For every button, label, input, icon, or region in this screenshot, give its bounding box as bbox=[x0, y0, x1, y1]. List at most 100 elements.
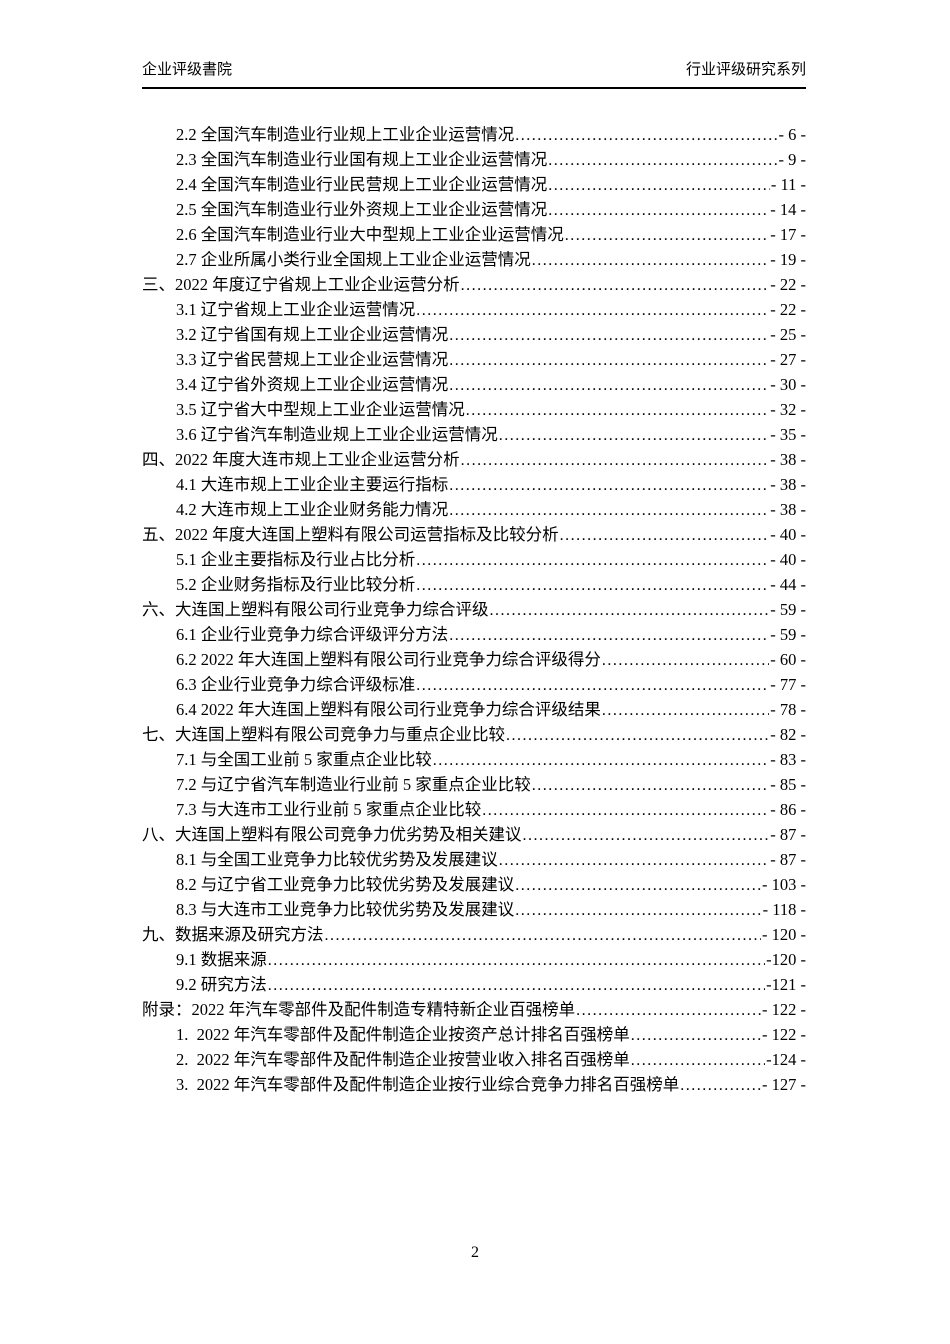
toc-leader-dots bbox=[416, 572, 769, 598]
toc-leader-dots bbox=[449, 347, 769, 373]
toc-leader-dots bbox=[449, 372, 769, 398]
toc-entry-page: - 35 - bbox=[770, 425, 806, 444]
toc-entry: 3.4 辽宁省外资规上工业企业运营情况 - 30 - bbox=[142, 372, 806, 397]
header-right-text: 行业评级研究系列 bbox=[685, 62, 806, 78]
toc-leader-dots bbox=[515, 122, 777, 148]
toc-entry-page: - 38 - bbox=[770, 475, 806, 494]
toc-entry: 6.4 2022 年大连国上塑料有限公司行业竞争力综合评级结果 - 78 - bbox=[142, 697, 806, 722]
toc-leader-dots bbox=[449, 497, 769, 523]
toc-entry-page: - 9 - bbox=[778, 150, 807, 169]
toc-leader-dots bbox=[602, 647, 769, 673]
toc-entry-page: - 127 - bbox=[762, 1075, 806, 1094]
toc-leader-dots bbox=[482, 797, 769, 823]
toc-entry-page: - 59 - bbox=[770, 600, 806, 619]
toc-entry-title: 3.5 辽宁省大中型规上工业企业运营情况 bbox=[176, 400, 465, 419]
toc-leader-dots bbox=[433, 747, 770, 773]
toc-entry-page: - 27 - bbox=[770, 350, 806, 369]
toc-entry-title: 5.2 企业财务指标及行业比较分析 bbox=[176, 575, 416, 594]
toc-entry: 8.1 与全国工业竞争力比较优劣势及发展建议 - 87 - bbox=[142, 847, 806, 872]
toc-entry-page: - 30 - bbox=[770, 375, 806, 394]
toc-entry-title: 4.1 大连市规上工业企业主要运行指标 bbox=[176, 475, 449, 494]
toc-entry: 6.1 企业行业竞争力综合评级评分方法 - 59 - bbox=[142, 622, 806, 647]
toc-entry-page: - 122 - bbox=[762, 1000, 806, 1019]
toc-entry-page: - 83 - bbox=[770, 750, 806, 769]
toc-entry-title: 七、大连国上塑料有限公司竞争力与重点企业比较 bbox=[142, 725, 505, 744]
toc-entry-title: 3.3 辽宁省民营规上工业企业运营情况 bbox=[176, 350, 449, 369]
toc-entry-page: - 32 - bbox=[770, 400, 806, 419]
toc-entry-title: 8.2 与辽宁省工业竞争力比较优劣势及发展建议 bbox=[176, 875, 515, 894]
toc-entry: 3.3 辽宁省民营规上工业企业运营情况 - 27 - bbox=[142, 347, 806, 372]
toc-entry-page: - 59 - bbox=[770, 625, 806, 644]
toc-entry-page: - 40 - bbox=[770, 525, 806, 544]
toc-entry-title: 附录：2022 年汽车零部件及配件制造专精特新企业百强榜单 bbox=[142, 1000, 576, 1019]
toc-entry-page: - 87 - bbox=[770, 850, 806, 869]
toc-entry-page: - 118 - bbox=[762, 900, 806, 919]
toc-entry-title: 9.1 数据来源 bbox=[176, 950, 267, 969]
toc-entry-title: 四、2022 年度大连市规上工业企业运营分析 bbox=[142, 450, 460, 469]
toc-entry-title: 2.4 全国汽车制造业行业民营规上工业企业运营情况 bbox=[176, 175, 548, 194]
toc-leader-dots bbox=[576, 997, 761, 1023]
toc-entry-title: 2.5 全国汽车制造业行业外资规上工业企业运营情况 bbox=[176, 200, 548, 219]
toc-entry: 6.3 企业行业竞争力综合评级标准 - 77 - bbox=[142, 672, 806, 697]
toc-entry-title: 7.1 与全国工业前 5 家重点企业比较 bbox=[176, 750, 432, 769]
toc-entry-title: 六、大连国上塑料有限公司行业竞争力综合评级 bbox=[142, 600, 489, 619]
toc-entry-title: 2.3 全国汽车制造业行业国有规上工业企业运营情况 bbox=[176, 150, 548, 169]
toc-entry: 三、2022 年度辽宁省规上工业企业运营分析 - 22 - bbox=[142, 272, 806, 297]
toc-leader-dots bbox=[523, 822, 770, 848]
toc-entry-page: - 38 - bbox=[770, 450, 806, 469]
toc-entry: 九、数据来源及研究方法 - 120 - bbox=[142, 922, 806, 947]
toc-entry-page: - 22 - bbox=[770, 300, 806, 319]
toc-entry: 3.5 辽宁省大中型规上工业企业运营情况 - 32 - bbox=[142, 397, 806, 422]
toc-entry-page: - 44 - bbox=[770, 575, 806, 594]
toc-entry-title: 6.4 2022 年大连国上塑料有限公司行业竞争力综合评级结果 bbox=[176, 700, 601, 719]
toc-entry-page: -124 - bbox=[766, 1050, 806, 1069]
toc-leader-dots bbox=[548, 172, 770, 198]
toc-entry: 9.1 数据来源 -120 - bbox=[142, 947, 806, 972]
toc-entry-title: 3.6 辽宁省汽车制造业规上工业企业运营情况 bbox=[176, 425, 498, 444]
toc-leader-dots bbox=[631, 1047, 765, 1073]
toc-entry-page: - 85 - bbox=[770, 775, 806, 794]
toc-entry-title: 3.1 辽宁省规上工业企业运营情况 bbox=[176, 300, 416, 319]
toc-leader-dots bbox=[680, 1072, 761, 1098]
toc-leader-dots bbox=[515, 897, 761, 923]
toc-leader-dots bbox=[499, 422, 770, 448]
toc-entry-page: - 78 - bbox=[770, 700, 806, 719]
toc-entry: 4.1 大连市规上工业企业主要运行指标 - 38 - bbox=[142, 472, 806, 497]
toc-leader-dots bbox=[560, 522, 770, 548]
toc-entry: 附录：2022 年汽车零部件及配件制造专精特新企业百强榜单 - 122 - bbox=[142, 997, 806, 1022]
toc-leader-dots bbox=[416, 672, 769, 698]
toc-leader-dots bbox=[532, 247, 770, 273]
toc-entry-title: 4.2 大连市规上工业企业财务能力情况 bbox=[176, 500, 449, 519]
toc-entry-title: 6.3 企业行业竞争力综合评级标准 bbox=[176, 675, 416, 694]
toc-entry: 8.3 与大连市工业竞争力比较优劣势及发展建议 - 118 - bbox=[142, 897, 806, 922]
toc-entry-title: 2.2 全国汽车制造业行业规上工业企业运营情况 bbox=[176, 125, 515, 144]
toc-leader-dots bbox=[490, 597, 770, 623]
toc-leader-dots bbox=[268, 947, 765, 973]
toc-entry-page: - 25 - bbox=[770, 325, 806, 344]
toc-entry: 4.2 大连市规上工业企业财务能力情况 - 38 - bbox=[142, 497, 806, 522]
table-of-contents: 2.2 全国汽车制造业行业规上工业企业运营情况 - 6 - 2.3 全国汽车制造业行… bbox=[142, 122, 806, 1097]
toc-entry: 5.1 企业主要指标及行业占比分析 - 40 - bbox=[142, 547, 806, 572]
toc-leader-dots bbox=[506, 722, 769, 748]
toc-leader-dots bbox=[499, 847, 770, 873]
toc-entry: 2.7 企业所属小类行业全国规上工业企业运营情况 - 19 - bbox=[142, 247, 806, 272]
toc-entry: 七、大连国上塑料有限公司竞争力与重点企业比较 - 82 - bbox=[142, 722, 806, 747]
toc-entry-page: - 82 - bbox=[770, 725, 806, 744]
toc-entry: 7.1 与全国工业前 5 家重点企业比较 - 83 - bbox=[142, 747, 806, 772]
toc-leader-dots bbox=[515, 872, 761, 898]
toc-entry-title: 2. 2022 年汽车零部件及配件制造企业按营业收入排名百强榜单 bbox=[176, 1050, 630, 1069]
toc-entry-page: - 19 - bbox=[770, 250, 806, 269]
toc-entry: 3.1 辽宁省规上工业企业运营情况 - 22 - bbox=[142, 297, 806, 322]
toc-entry-title: 7.3 与大连市工业行业前 5 家重点企业比较 bbox=[176, 800, 482, 819]
toc-entry-page: - 103 - bbox=[762, 875, 806, 894]
toc-entry-page: - 120 - bbox=[762, 925, 806, 944]
toc-entry-title: 6.1 企业行业竞争力综合评级评分方法 bbox=[176, 625, 449, 644]
toc-entry-page: -121 - bbox=[766, 975, 806, 994]
toc-entry-title: 八、大连国上塑料有限公司竞争力优劣势及相关建议 bbox=[142, 825, 522, 844]
toc-entry: 2. 2022 年汽车零部件及配件制造企业按营业收入排名百强榜单 -124 - bbox=[142, 1047, 806, 1072]
toc-leader-dots bbox=[548, 197, 769, 223]
toc-entry: 9.2 研究方法 -121 - bbox=[142, 972, 806, 997]
toc-entry: 3.6 辽宁省汽车制造业规上工业企业运营情况 - 35 - bbox=[142, 422, 806, 447]
toc-entry-page: - 122 - bbox=[762, 1025, 806, 1044]
